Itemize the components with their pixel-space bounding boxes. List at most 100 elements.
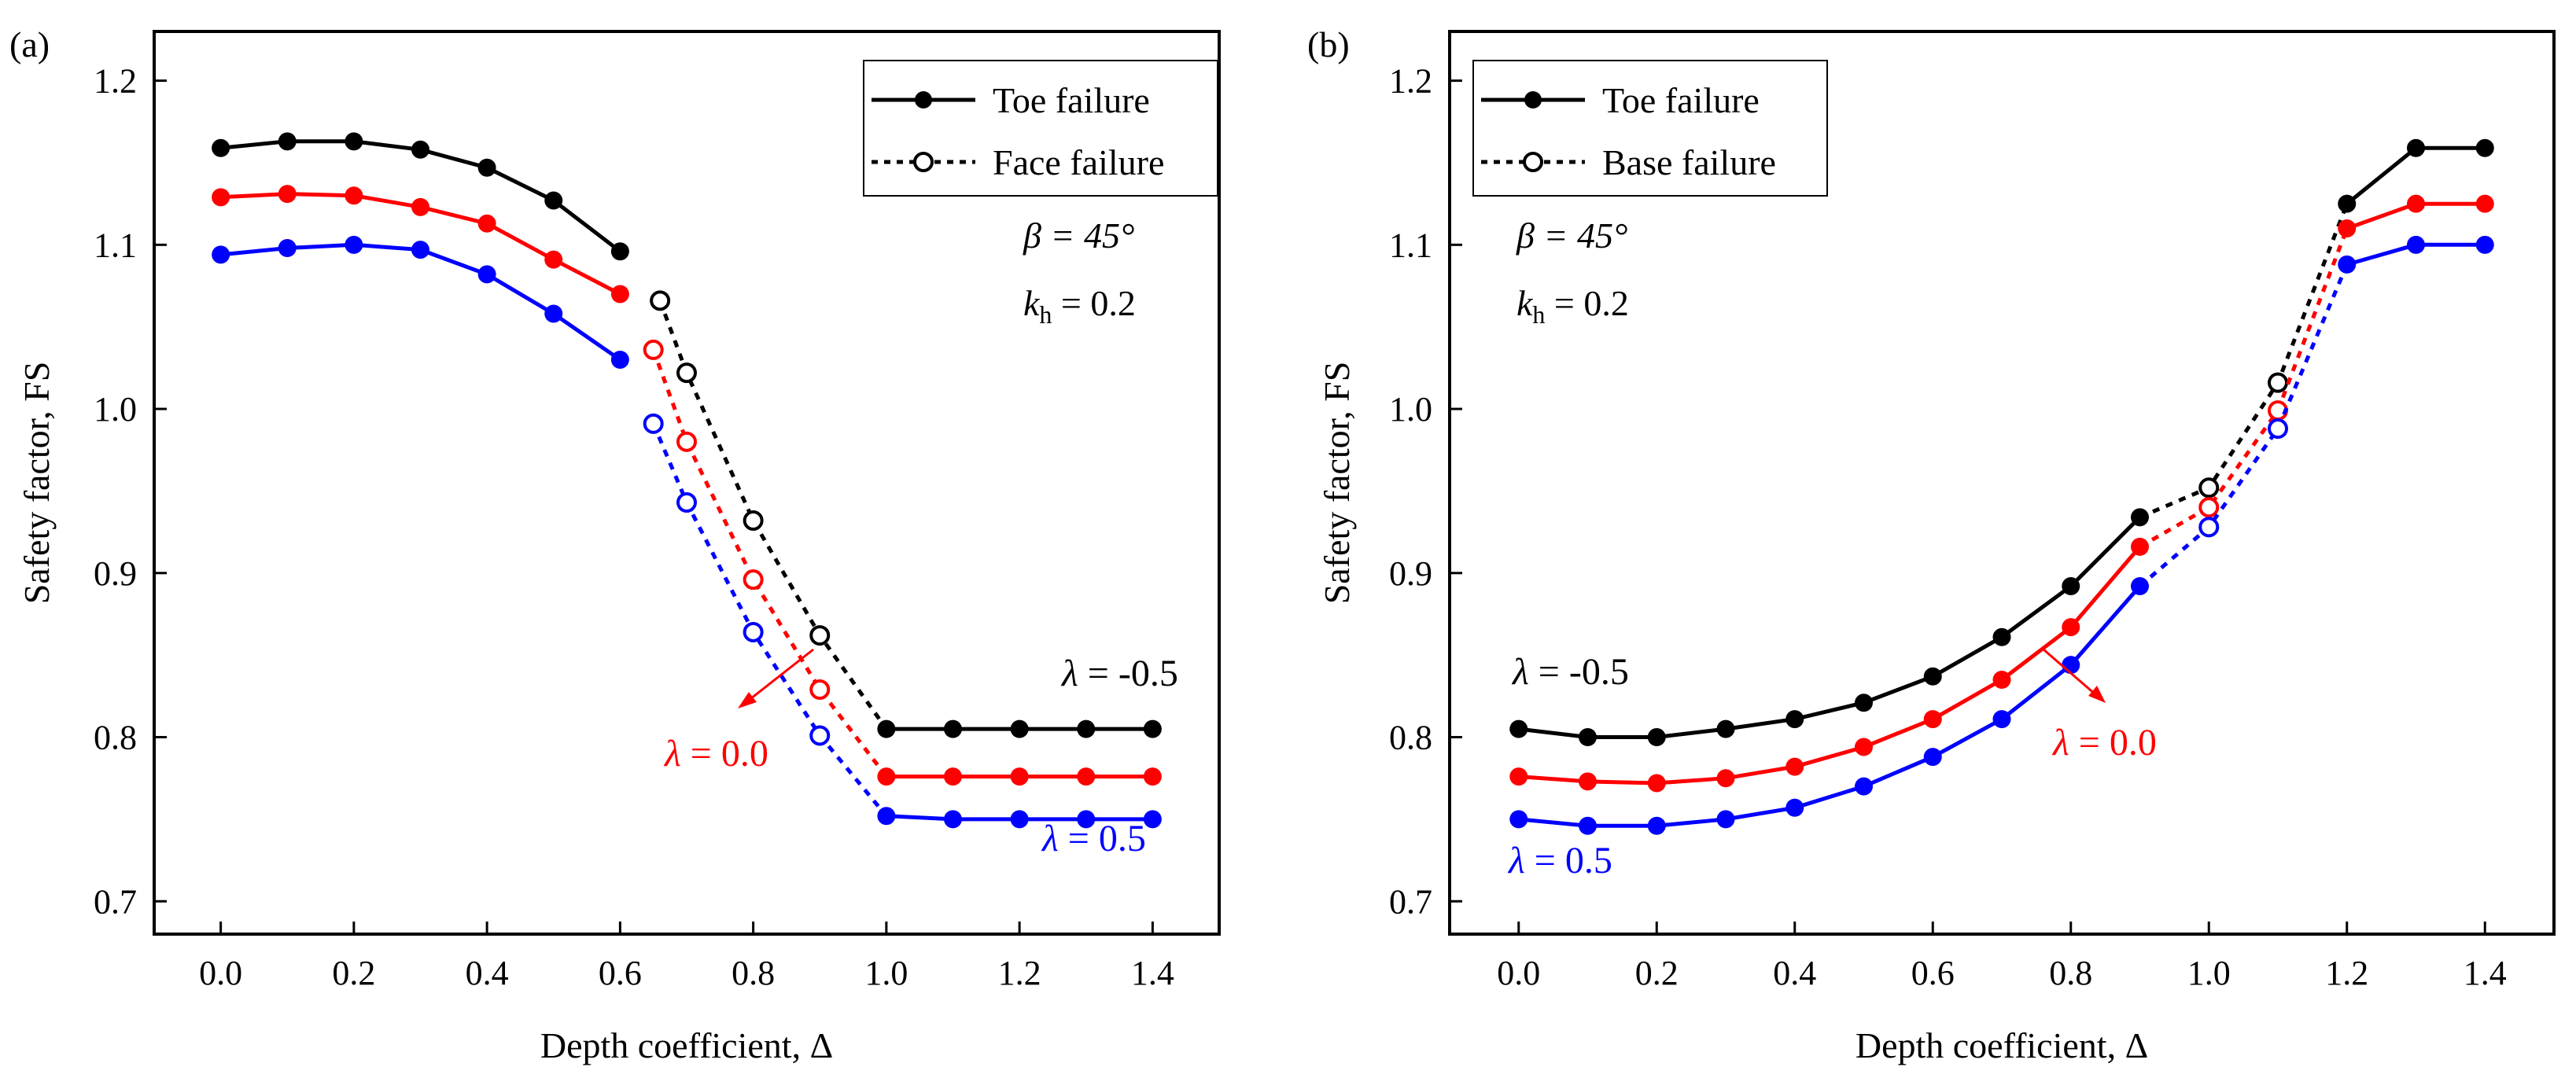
panel-b-xtick-label-4: 0.8	[2049, 954, 2092, 992]
panel-b-legend: Toe failure Base failure	[1472, 60, 1828, 197]
panel-a-series-1-point-4	[477, 214, 496, 233]
panel-a-legend-box	[863, 60, 1218, 197]
panel-a-axes: 0.0 0.2 0.4 0.6 0.8 1.0 1.2 1.4 0.7 0.8 0.9 1.0 1.1 1…	[94, 62, 1174, 992]
panel-b-ytick-label-1: 0.8	[1389, 719, 1432, 757]
panel-a-xlabel: Depth coefficient, Δ	[540, 1025, 833, 1065]
panel-b-series-0-point-12	[2475, 138, 2494, 157]
panel-b-series-0-point-1	[1579, 728, 1597, 747]
panel-b-ytick-label-2: 0.9	[1389, 554, 1432, 593]
panel-a-arrow	[746, 648, 814, 703]
panel-a-series-2-open-point-0	[643, 413, 664, 434]
panel-a-ytick-label-0: 0.7	[94, 882, 137, 921]
panel-b-series	[1509, 138, 2494, 835]
panel-a-series-0-point-3	[411, 140, 429, 159]
panel-a-series-2-point-2	[345, 235, 363, 254]
panel-b-series-1-point-2	[1647, 774, 1666, 793]
panel-a-series-0-point-8	[944, 719, 962, 738]
panel-b-series-1-point-4	[1786, 757, 1804, 776]
panel-b-series-1-point-5	[1855, 738, 1873, 756]
panel-b-series-1-point-0	[1509, 767, 1528, 786]
panel-b-legend-toe: Toe failure	[1602, 80, 1760, 120]
panel-a: (a) 0.0 0.2 0.4 0.6 0.8 1.0 1.2 1.4 0.7 0.8 0.9 1.0…	[9, 24, 1221, 1065]
panel-a-series-0-open-point-0	[650, 290, 671, 311]
panel-b-ylabel: Safety factor, FS	[1317, 362, 1357, 605]
panel-b-series-1-dotted-line	[2139, 227, 2349, 549]
panel-b-label-lambda-00: λ = 0.0	[2051, 722, 2157, 763]
panel-b-series-2	[1509, 235, 2494, 835]
panel-a-beta: β = 45°	[1023, 215, 1134, 256]
panel-b-series-0-point-0	[1509, 719, 1528, 738]
panel-a-frame	[153, 30, 1221, 936]
panel-a-label-lambda-05: λ = 0.5	[1041, 818, 1146, 859]
panel-b-ytick-label-3: 1.0	[1389, 390, 1432, 429]
panel-b-ytick-label-4: 1.1	[1389, 226, 1432, 264]
panel-b-series-2-open-point-1	[2198, 517, 2220, 538]
panel-a-series-0-point-11	[1143, 719, 1162, 738]
panel-b-series-1-point-3	[1716, 769, 1735, 788]
panel-a-series-2-point-1	[278, 239, 297, 258]
panel-b-series-1	[1509, 194, 2494, 793]
panel-a-series-1-point-5	[544, 250, 563, 269]
panel-b-label-lambda-neg05: λ = -0.5	[1511, 651, 1629, 693]
panel-a-xtick-label-4: 0.8	[732, 954, 775, 992]
panel-a-series-2-point-10	[1077, 810, 1096, 829]
panel-b-series-0	[1509, 138, 2494, 747]
panel-b-series-0-point-10	[2338, 194, 2357, 213]
panel-a-ytick-label-2: 0.9	[94, 554, 137, 593]
panel-b-ytick-label-0: 0.7	[1389, 882, 1432, 921]
panel-b-series-2-point-7	[1992, 710, 2011, 729]
panel-a-legend-face: Face failure	[993, 142, 1164, 182]
panel-b-arrow-head	[2088, 686, 2106, 703]
panel-b-beta: β = 45°	[1516, 215, 1627, 256]
panel-a-series-2-point-9	[1010, 810, 1029, 829]
panel-b-legend-solid-marker	[1524, 91, 1542, 109]
panel-a-series-0-point-1	[278, 132, 297, 151]
panel-b-xtick-label-6: 1.2	[2325, 954, 2368, 992]
panel-a-series-1-point-1	[278, 185, 297, 204]
panel-a-series-1-point-3	[411, 197, 429, 216]
panel-a-series-0-open-point-3	[809, 625, 831, 646]
panel-a-series-2-point-11	[1143, 810, 1162, 829]
panel-a-series-2-point-8	[944, 810, 962, 829]
panel-b-series-1-point-1	[1579, 772, 1597, 791]
panel-b-xtick-label-2: 0.4	[1773, 954, 1816, 992]
panel-b-series-2-point-2	[1647, 816, 1666, 835]
panel-a-series-1-point-9	[1010, 767, 1029, 786]
panel-b-series-0-point-8	[2062, 576, 2080, 595]
panel-a-xtick-label-5: 1.0	[864, 954, 908, 992]
panel-a-kh: kh = 0.2	[1023, 283, 1136, 329]
panel-a-xtick-label-6: 1.2	[998, 954, 1041, 992]
panel-b-series-0-point-11	[2407, 138, 2425, 157]
panel-b-series-2-dotted-line	[2138, 263, 2349, 588]
panel-a-label-lambda-neg05: λ = -0.5	[1060, 653, 1178, 694]
panel-a-series-0-point-0	[212, 138, 230, 157]
panel-b-series-1-open-point-1	[2198, 497, 2220, 518]
panel-a-legend-open-marker	[913, 152, 934, 172]
panel-b-xtick-label-7: 1.4	[2464, 954, 2507, 992]
panel-b-series-0-open-point-1	[2198, 477, 2220, 499]
panel-a-series-0-open-point-1	[676, 362, 697, 384]
panel-a-series-1-point-6	[610, 285, 629, 304]
panel-b-series-1-point-6	[1923, 710, 1942, 729]
panel-b-arrow	[2043, 648, 2097, 697]
panel-b-series-0-point-9	[2131, 508, 2149, 527]
panel-a-xtick-label-2: 0.4	[466, 954, 509, 992]
panel-b-series-2-point-5	[1855, 777, 1873, 796]
panel-b-series-1-point-7	[1992, 670, 2011, 689]
panel-a-series-2-open-point-3	[809, 725, 831, 746]
panel-a-series-2	[212, 235, 1162, 829]
panel-b-series-1-point-12	[2475, 194, 2494, 213]
panel-a-ytick-label-1: 0.8	[94, 719, 137, 757]
panel-b-series-2-solid-line-1	[1518, 584, 2142, 828]
panel-b-xlabel: Depth coefficient, Δ	[1856, 1025, 2148, 1065]
panel-b-xtick-label-0: 0.0	[1497, 954, 1540, 992]
panel-b-frame	[1448, 30, 2556, 936]
panel-a-xtick-label-0: 0.0	[199, 954, 242, 992]
panel-b-series-2-point-1	[1579, 816, 1597, 835]
panel-a-series-1	[212, 185, 1162, 786]
panel-a-legend-solid-marker	[915, 91, 932, 109]
panel-a-series-2-point-7	[877, 807, 896, 826]
panel-a-legend-toe: Toe failure	[993, 80, 1150, 120]
panel-a-series-1-point-7	[877, 767, 896, 786]
panel-a-series-1-point-11	[1143, 767, 1162, 786]
